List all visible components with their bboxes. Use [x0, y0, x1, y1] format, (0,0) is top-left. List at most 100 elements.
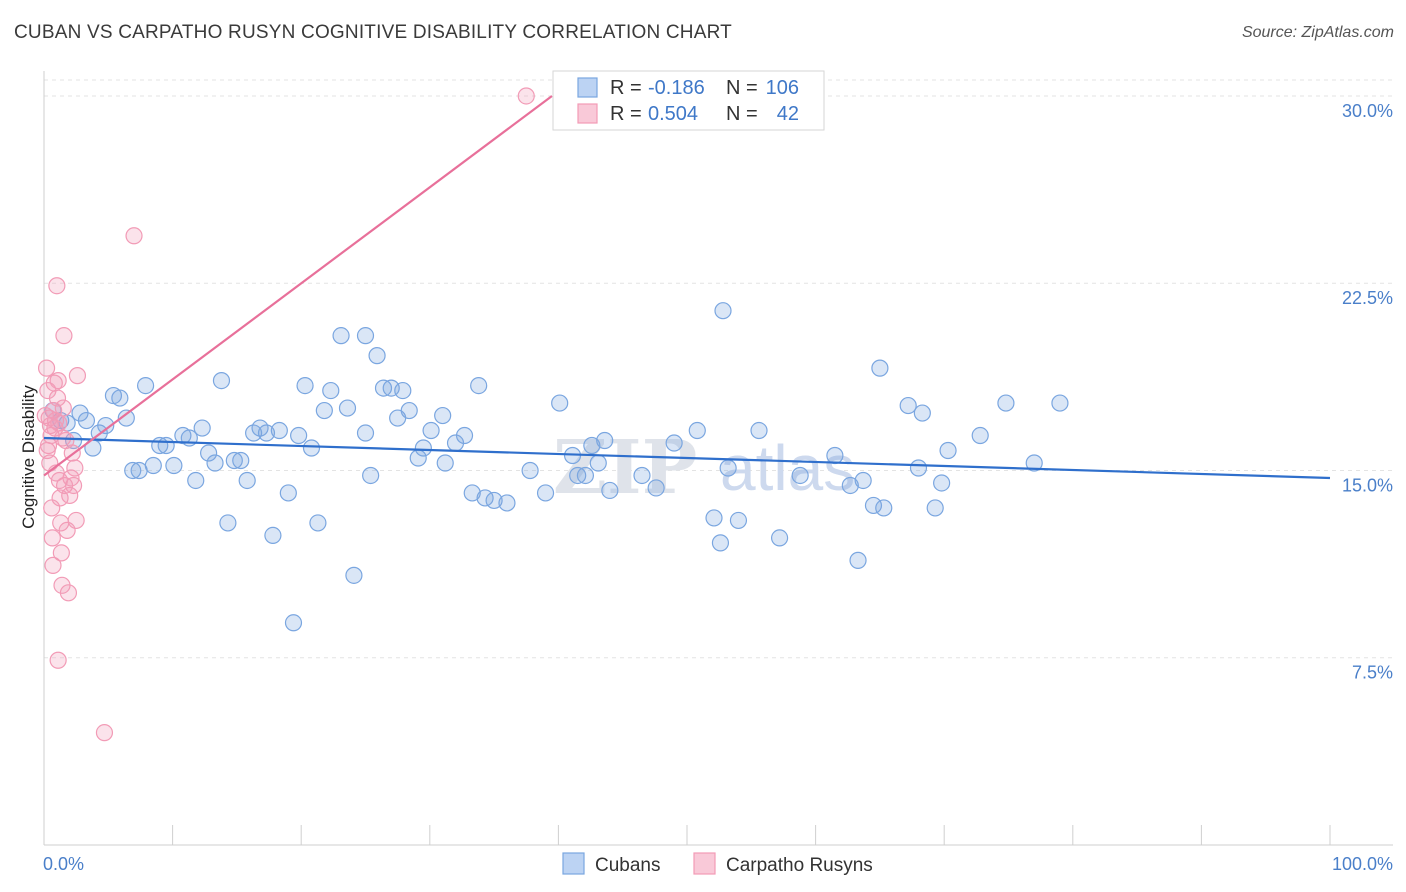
carpatho-rusyns-point [64, 476, 83, 495]
cubans-point [193, 419, 211, 437]
cubans-point [729, 511, 748, 530]
cubans-point [864, 496, 883, 515]
cubans-point [875, 499, 893, 517]
cubans-point [854, 471, 872, 490]
cubans-point [225, 451, 243, 470]
legend-n-label-2: N = [726, 103, 758, 125]
watermark: ZIP atlas [553, 425, 855, 511]
y-tick-label: 15.0% [1342, 475, 1393, 495]
carpatho-rusyns-point [517, 87, 535, 105]
cubans-point [750, 421, 768, 440]
cubans-point [589, 454, 607, 472]
cubans-point [315, 401, 333, 420]
bottom-legend-cubans: Cubans [595, 855, 661, 876]
cubans-point [498, 494, 516, 512]
cubans-point [97, 416, 115, 435]
cubans-point [332, 327, 350, 345]
cubans-point [368, 347, 386, 365]
cubans-point [338, 399, 357, 417]
cubans-point [296, 376, 314, 395]
cubans-point [463, 484, 481, 502]
cubans-point [257, 424, 276, 442]
carpatho-rusyns-point [46, 411, 65, 430]
cubans-point [212, 372, 231, 390]
cubans-point [144, 456, 162, 475]
watermark-atlas: atlas [720, 432, 855, 504]
cubans-point [290, 426, 308, 445]
cubans-point [136, 376, 155, 395]
cubans-point [576, 466, 595, 485]
cubans-point [238, 471, 256, 490]
cubans-point [165, 456, 183, 475]
carpatho-rusyns-point [48, 389, 67, 407]
bottom-legend-swatch-cubans [562, 852, 585, 875]
legend-r-value-1: -0.186 [648, 77, 705, 99]
carpatho-rusyns-point [50, 414, 68, 432]
cubans-point [714, 302, 732, 320]
carpatho-rusyns-point [125, 227, 143, 245]
cubans-point [551, 394, 569, 412]
cubans-point [400, 401, 418, 420]
carpatho-rusyns-point [54, 399, 72, 417]
cubans-point [521, 461, 539, 480]
cubans-point [841, 476, 859, 495]
cubans-point [206, 454, 224, 472]
cubans-point [647, 479, 665, 497]
cubans-point [770, 529, 789, 547]
legend-n-value-2: 42 [777, 103, 799, 125]
data-points [36, 87, 1069, 742]
carpatho-rusyns-point [95, 724, 114, 742]
cubans-point [232, 451, 250, 470]
carpatho-rusyns-point [48, 277, 66, 295]
trend-lines [43, 95, 1331, 480]
legend-r-value-2: 0.504 [648, 103, 698, 125]
cubans-point [422, 421, 440, 440]
cubans-point [394, 381, 412, 400]
cubans-point [601, 481, 619, 500]
cubans-point [187, 471, 205, 490]
cubans-point [1025, 454, 1043, 472]
cubans-point [302, 439, 321, 457]
carpatho-rusyns-point [52, 544, 70, 562]
cubans-point [219, 514, 237, 532]
cubans-point [455, 426, 474, 445]
carpatho-rusyns-point [68, 367, 87, 385]
cubans-point [791, 466, 809, 485]
cubans-point [111, 389, 129, 407]
bottom-legend-carpatho: Carpatho Rusyns [726, 855, 873, 876]
carpatho-rusyns-point [37, 359, 56, 377]
cubans-point [345, 566, 363, 584]
cubans-point [434, 406, 452, 425]
carpatho-rusyns-point [49, 372, 67, 390]
legend-r-label-2: R = [610, 103, 642, 125]
carpatho-rusyns-point [59, 584, 78, 602]
cubans-point [322, 381, 340, 400]
cubans-point [913, 404, 931, 422]
cubans-point [633, 466, 651, 485]
grid-lines [44, 79, 1393, 659]
cubans-point [309, 514, 327, 532]
carpatho-rusyns-point [66, 459, 84, 477]
cubans-point [1051, 394, 1069, 412]
carpatho-rusyns-point [44, 556, 62, 574]
y-tick-label: 7.5% [1352, 663, 1393, 683]
carpatho-rusyns-trend-line [43, 95, 553, 477]
y-tick-label: 30.0% [1342, 101, 1393, 121]
cubans-point [926, 499, 944, 517]
legend-n-label-1: N = [726, 77, 758, 99]
cubans-point [909, 459, 928, 477]
cubans-point [871, 359, 889, 377]
cubans-point [117, 409, 135, 427]
y-axis-title: Cognitive Disability [19, 385, 38, 529]
cubans-point [939, 441, 957, 460]
cubans-point [688, 421, 706, 440]
chart-source: Source: ZipAtlas.com [1241, 24, 1394, 41]
cubans-point [436, 454, 454, 472]
cubans-trend-line [43, 436, 1331, 480]
legend-box: R = -0.186 N = 106 R = 0.504 N = 42 [552, 70, 825, 131]
cubans-point [711, 534, 730, 552]
carpatho-rusyns-point [55, 327, 73, 345]
legend-r-label-1: R = [610, 77, 642, 99]
cubans-point [485, 491, 503, 510]
